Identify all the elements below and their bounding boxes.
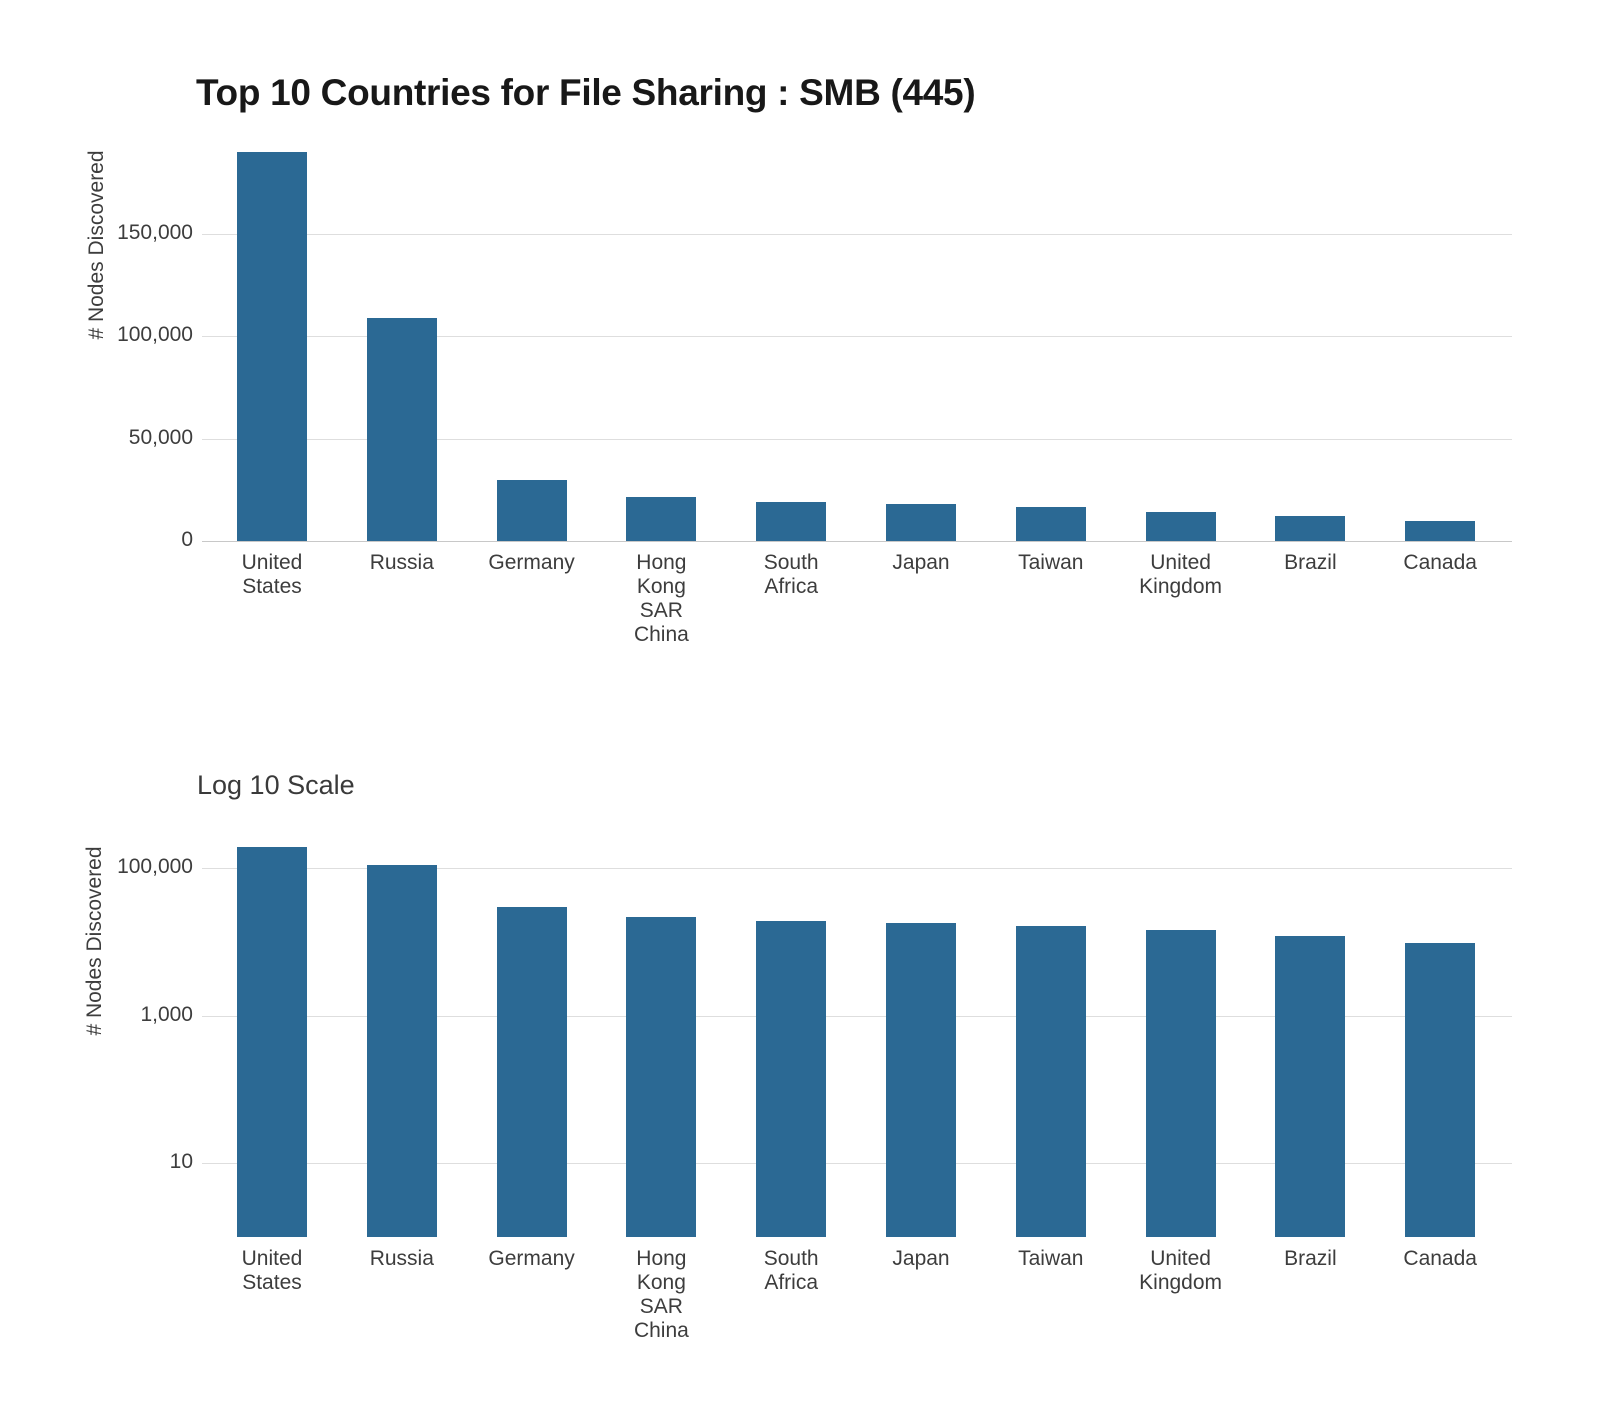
x-tick-label-germany: Germany xyxy=(488,551,575,574)
gridline-10 xyxy=(202,1163,1512,1165)
bar-hong-kong-sar-china xyxy=(626,917,697,1237)
y-tick-label-100-000: 100,000 xyxy=(117,323,193,347)
x-tick-label-hong-kong-sar-china: Hong Kong SAR China xyxy=(633,551,689,646)
gridline-100-000 xyxy=(202,336,1512,338)
x-tick-label-brazil: Brazil xyxy=(1284,1247,1337,1270)
bar-united-kingdom xyxy=(1145,511,1216,541)
bar-japan xyxy=(886,922,956,1237)
bar-canada xyxy=(1405,943,1476,1237)
bar-germany xyxy=(496,906,567,1237)
gridline-50-000 xyxy=(202,438,1512,440)
bar-taiwan xyxy=(1015,925,1086,1237)
log-chart-subtitle: Log 10 Scale xyxy=(197,770,355,800)
y-tick-label-0: 0 xyxy=(181,528,193,551)
x-tick-label-brazil: Brazil xyxy=(1284,551,1337,574)
bar-south-africa xyxy=(756,502,827,541)
bar-brazil xyxy=(1275,936,1346,1237)
x-tick-label-south-africa: South Africa xyxy=(763,551,819,598)
x-tick-label-united-kingdom: United Kingdom xyxy=(1139,1247,1223,1294)
y-tick-label-50-000: 50,000 xyxy=(128,425,193,449)
bar-russia xyxy=(366,865,437,1237)
gridline-150-000 xyxy=(202,234,1512,236)
y-tick-label-1-000: 1,000 xyxy=(140,1002,193,1026)
bar-taiwan xyxy=(1015,507,1086,541)
bar-united-states xyxy=(237,847,307,1237)
bar-united-kingdom xyxy=(1145,930,1216,1237)
x-tick-label-canada: Canada xyxy=(1403,1247,1477,1270)
bar-united-states xyxy=(237,152,307,541)
x-tick-label-united-states: United States xyxy=(241,551,303,598)
x-tick-label-russia: Russia xyxy=(369,1247,434,1270)
x-tick-label-russia: Russia xyxy=(369,551,434,574)
bar-canada xyxy=(1405,521,1476,541)
y-tick-label-100-000: 100,000 xyxy=(117,855,193,878)
chart-title: Top 10 Countries for File Sharing : SMB … xyxy=(196,72,976,113)
x-tick-label-united-kingdom: United Kingdom xyxy=(1139,551,1223,598)
y-tick-label-10: 10 xyxy=(169,1150,193,1174)
y-tick-label-150-000: 150,000 xyxy=(117,221,193,245)
bar-russia xyxy=(366,318,437,541)
x-tick-label-taiwan: Taiwan xyxy=(1018,1247,1084,1270)
x-tick-label-germany: Germany xyxy=(488,1247,575,1270)
gridline-1-000 xyxy=(202,1015,1512,1017)
x-tick-label-united-states: United States xyxy=(241,1247,303,1294)
bar-south-africa xyxy=(756,921,827,1237)
bar-germany xyxy=(496,479,567,541)
bar-brazil xyxy=(1275,516,1346,541)
x-tick-label-taiwan: Taiwan xyxy=(1018,551,1084,574)
bar-japan xyxy=(886,504,956,541)
gridline-100-000 xyxy=(202,868,1512,869)
x-tick-label-canada: Canada xyxy=(1403,551,1477,574)
x-tick-label-japan: Japan xyxy=(892,1247,950,1270)
x-tick-label-south-africa: South Africa xyxy=(763,1247,819,1294)
gridline-0 xyxy=(202,541,1512,542)
x-tick-label-japan: Japan xyxy=(892,551,950,574)
bar-hong-kong-sar-china xyxy=(626,496,697,541)
x-tick-label-hong-kong-sar-china: Hong Kong SAR China xyxy=(633,1247,689,1342)
